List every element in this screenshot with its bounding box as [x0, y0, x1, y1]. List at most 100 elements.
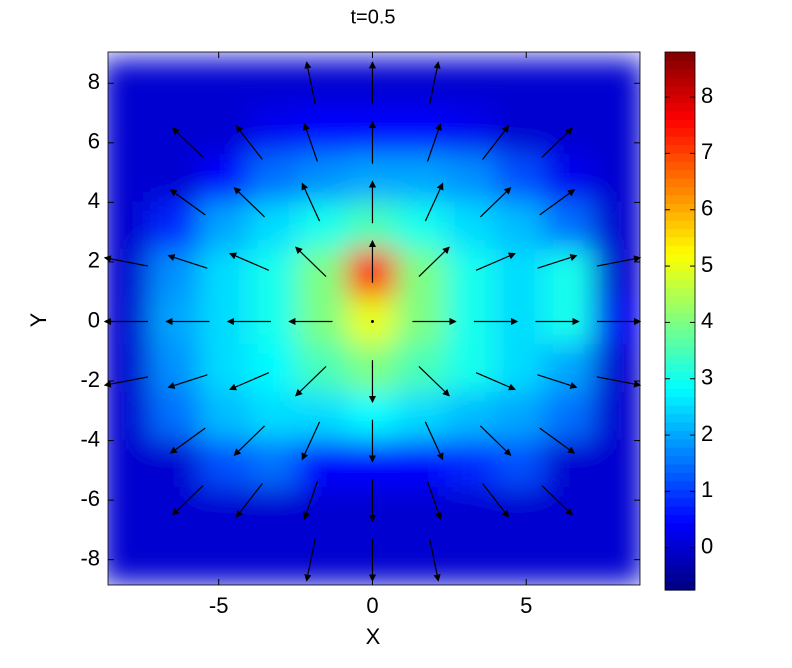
x-axis-label: X — [366, 624, 381, 649]
colorbar-cell — [665, 514, 695, 524]
heat-cell — [108, 249, 153, 299]
colorbar-cell — [665, 110, 695, 120]
arrow — [426, 122, 442, 162]
colorbar-cell — [665, 186, 695, 196]
colorbar-cell — [665, 321, 695, 331]
colorbar-cell — [665, 102, 695, 112]
arrow — [169, 427, 206, 454]
colorbar-cell — [665, 505, 695, 515]
colorbar-cell — [665, 178, 695, 188]
heat-cell — [494, 58, 546, 109]
arrow — [429, 61, 441, 105]
heat-cell — [543, 344, 595, 394]
colorbar-cell — [665, 354, 695, 364]
arrow — [537, 374, 578, 389]
heat-cell — [543, 201, 595, 252]
colorbar-cell — [665, 85, 695, 95]
heat-cell — [150, 58, 202, 109]
heat-cell — [150, 201, 202, 252]
colorbar-tick-label: 0 — [701, 534, 713, 559]
heat-cell — [199, 487, 251, 537]
heat-cell — [248, 58, 300, 109]
colorbar-cell — [665, 253, 695, 263]
colorbar-tick-label: 8 — [701, 83, 713, 108]
x-tick-label: -5 — [209, 593, 229, 618]
heat-cell — [592, 201, 640, 252]
colorbar-cell — [665, 94, 695, 104]
colorbar-cell — [665, 203, 695, 213]
heat-cell — [445, 153, 497, 204]
arrow — [537, 254, 578, 269]
heat-cell — [150, 534, 202, 585]
colorbar-cell — [665, 497, 695, 507]
heat-cell — [248, 153, 300, 204]
heat-cell — [543, 391, 595, 442]
arrow — [235, 125, 263, 160]
heat-cell — [592, 249, 640, 299]
colorbar-cell — [665, 337, 695, 347]
colorbar-tick-label: 5 — [701, 252, 713, 277]
heat-cell — [592, 153, 640, 204]
arrow — [304, 61, 316, 105]
heat-cell — [108, 106, 153, 156]
arrow — [475, 252, 516, 271]
arrow — [301, 182, 321, 222]
arrow — [424, 182, 444, 222]
heat-cell — [494, 487, 546, 537]
heat-cell — [445, 344, 497, 394]
arrow — [424, 421, 444, 461]
colorbar-cell — [665, 220, 695, 230]
arrow — [304, 538, 316, 582]
heat-cell — [297, 439, 349, 490]
colorbar-cell — [665, 228, 695, 238]
heat-cell — [297, 201, 349, 252]
colorbar-cell — [665, 60, 695, 70]
arrow — [228, 252, 270, 271]
heat-cell — [248, 249, 300, 299]
colorbar-cell — [665, 262, 695, 272]
heat-cell — [150, 439, 202, 490]
heat-cell — [592, 534, 640, 585]
heat-cell — [494, 249, 546, 299]
heat-cell — [445, 106, 497, 156]
heat-cell — [592, 391, 640, 442]
heat-cell — [297, 391, 349, 442]
heat-cell — [150, 153, 202, 204]
arrow — [479, 186, 512, 218]
colorbar-cell — [665, 312, 695, 322]
heat-cell — [592, 106, 640, 156]
heat-cell — [150, 249, 202, 299]
heat-cell — [248, 487, 300, 537]
heat-cell — [396, 487, 448, 537]
colorbar-cell — [665, 539, 695, 549]
heat-cell — [108, 58, 153, 109]
colorbar-cell — [665, 371, 695, 381]
heat-cell — [199, 58, 251, 109]
colorbar-cell — [665, 480, 695, 490]
arrow — [295, 246, 327, 277]
colorbar-cell — [665, 564, 695, 574]
colorbar-tick-label: 6 — [701, 196, 713, 221]
colorbar-cell — [665, 346, 695, 356]
heat-cell — [297, 153, 349, 204]
y-tick-label: 2 — [88, 248, 100, 273]
colorbar-cell — [665, 388, 695, 398]
arrow — [233, 186, 265, 218]
arrow — [539, 189, 576, 216]
arrow — [169, 189, 206, 216]
colorbar-cell — [665, 522, 695, 532]
colorbar-cell — [665, 472, 695, 482]
heat-cell — [199, 534, 251, 585]
colorbar-cell — [665, 136, 695, 146]
colorbar-cell — [665, 421, 695, 431]
colorbar-cell — [665, 68, 695, 78]
heat-cell — [248, 439, 300, 490]
arrow — [370, 319, 374, 323]
heat-cell — [445, 487, 497, 537]
y-tick-label: 8 — [88, 69, 100, 94]
arrow — [541, 485, 573, 516]
plot-frame — [107, 51, 641, 586]
colorbar-cell — [665, 211, 695, 221]
arrow — [426, 481, 442, 521]
